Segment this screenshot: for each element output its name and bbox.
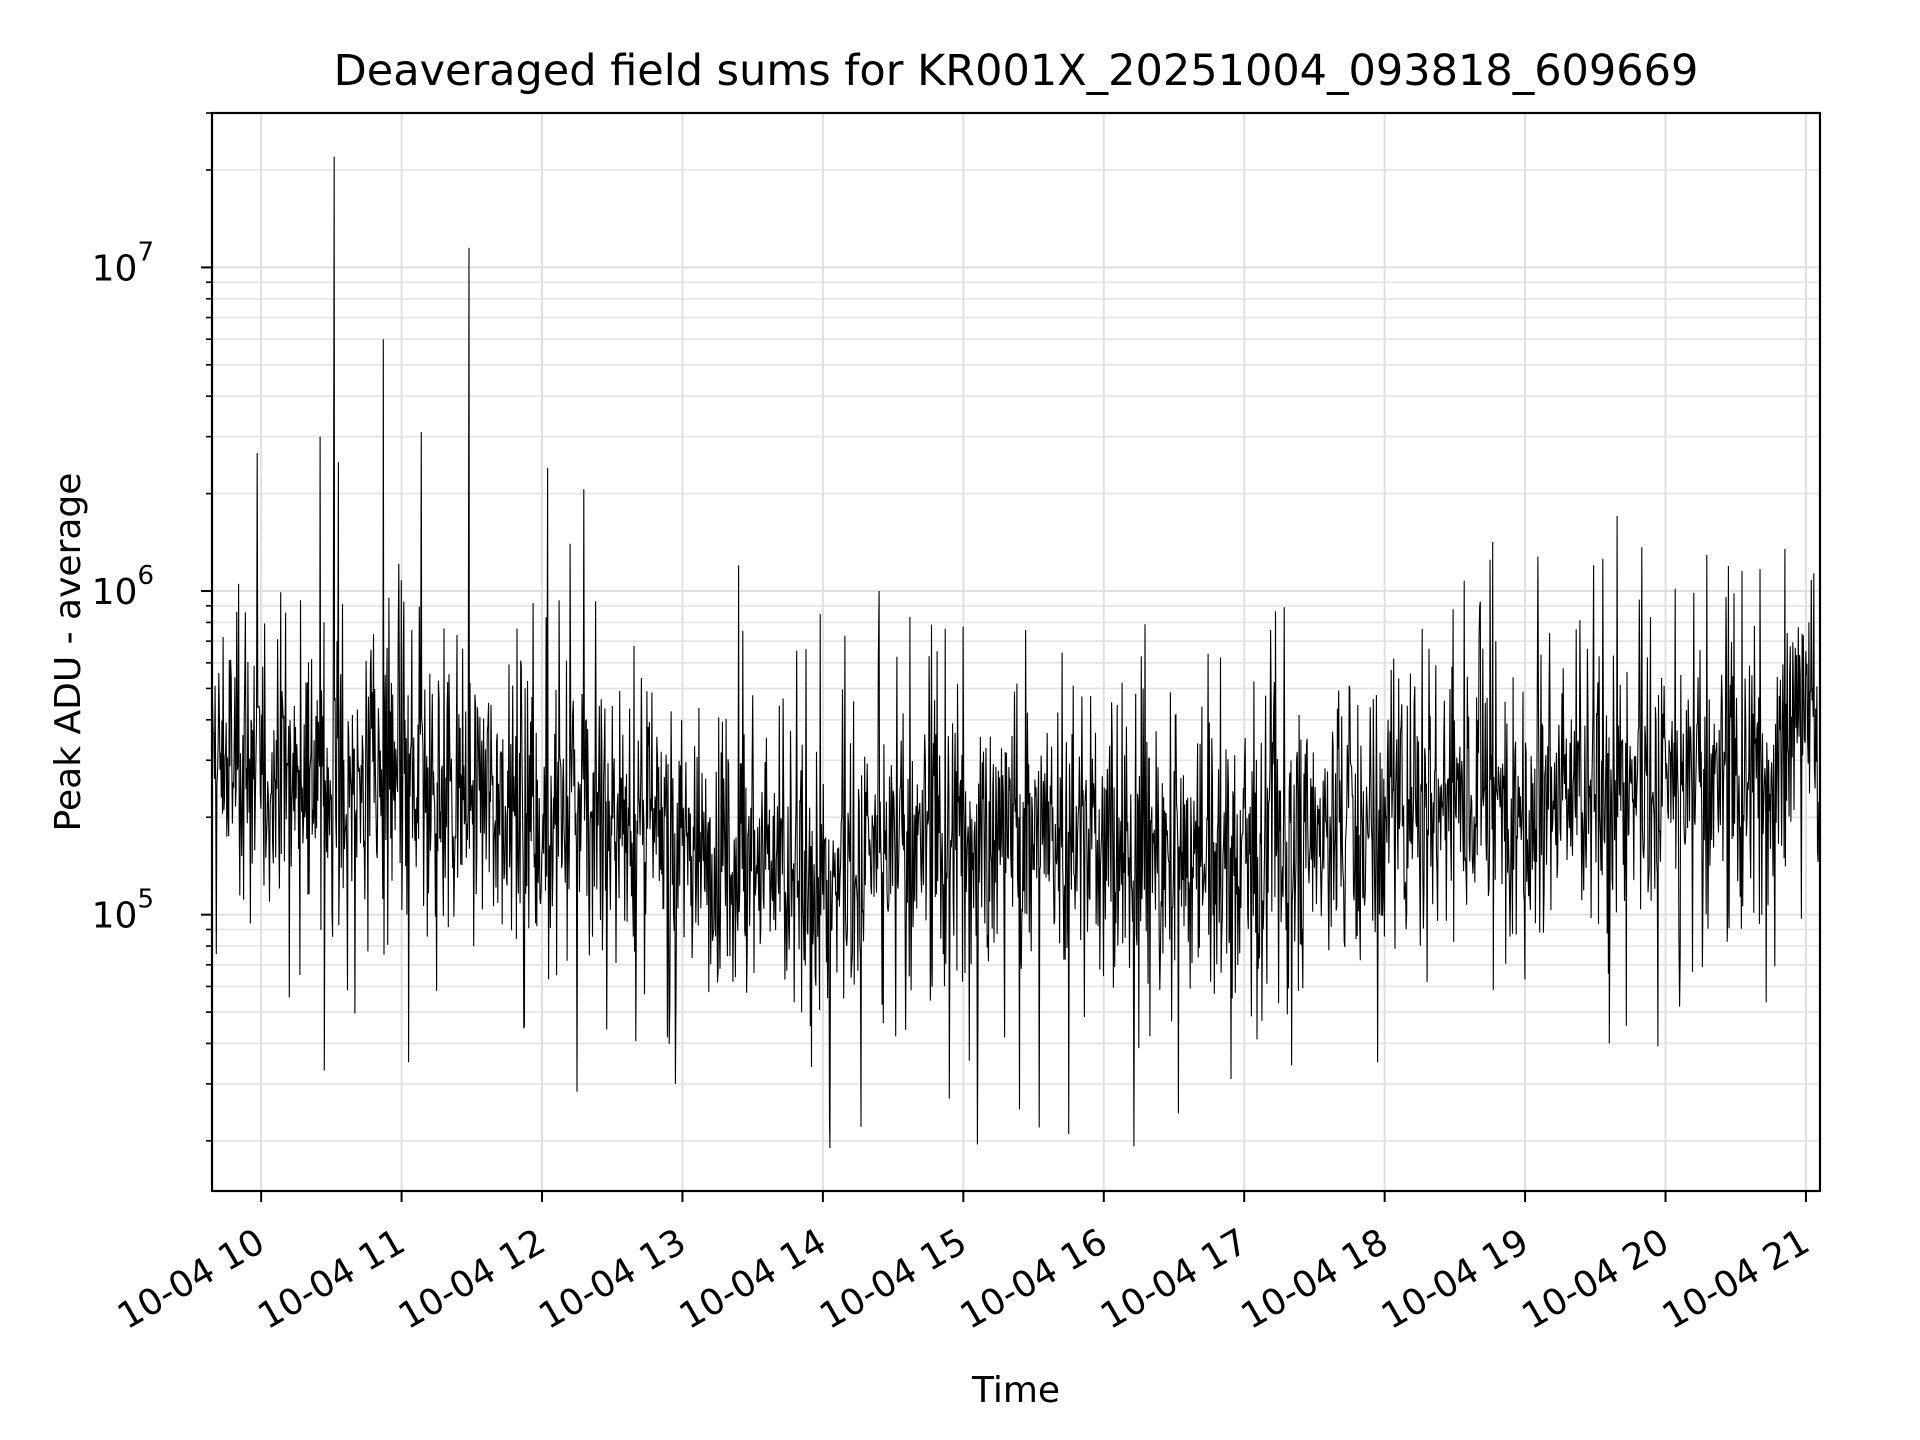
y-axis-label: Peak ADU - average	[48, 473, 89, 832]
y-tick-exponent: 6	[137, 561, 154, 591]
y-tick-base: 10	[92, 896, 138, 937]
y-major-gridlines	[212, 266, 1820, 916]
y-tick-base: 10	[92, 248, 138, 289]
y-tick-exponent: 7	[137, 237, 154, 267]
y-tick-label: 106	[92, 561, 154, 613]
y-tick-label: 105	[92, 885, 154, 937]
plot-area-frame	[210, 111, 1822, 1193]
y-tick-label: 107	[92, 237, 154, 289]
x-axis-label: Time	[971, 1370, 1060, 1411]
series-line	[211, 156, 1821, 1149]
chart-title: Deaveraged field sums for KR001X_2025100…	[334, 46, 1699, 96]
y-tick-exponent: 5	[137, 885, 154, 915]
y-tick-base: 10	[92, 572, 138, 613]
